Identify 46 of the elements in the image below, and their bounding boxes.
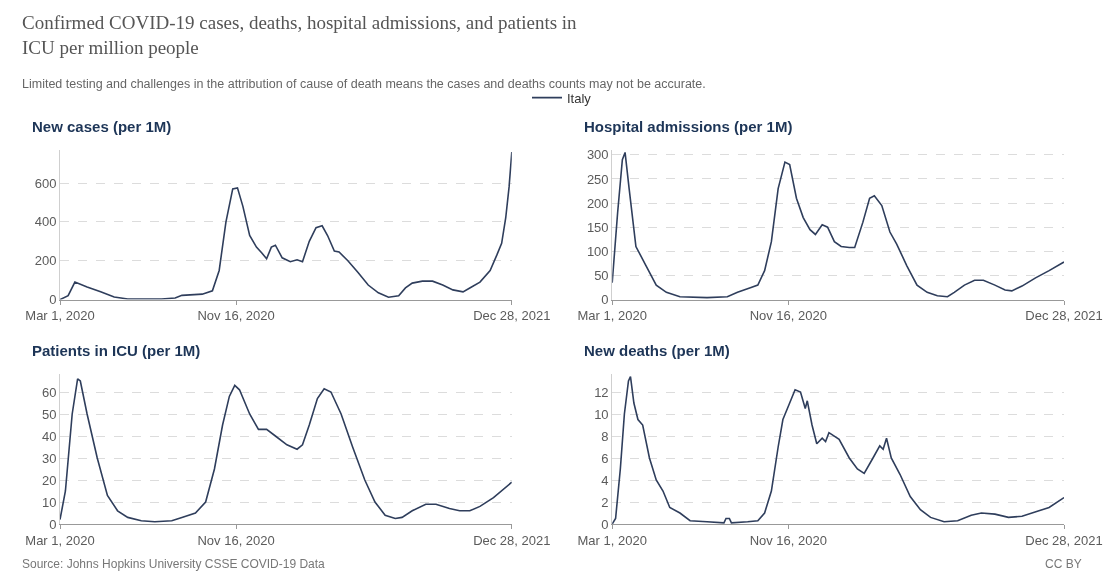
y-tick-label: 8 — [601, 428, 609, 444]
chart-title: New deaths (per 1M) — [584, 342, 730, 359]
y-tick-label: 6 — [601, 450, 609, 466]
y-tick-label: 10 — [41, 494, 57, 510]
x-tick-label: Dec 28, 2021 — [473, 532, 551, 548]
text: Limited testing and challenges in the attribution of cause of death means the cases and deaths counts may not be accurate. — [22, 77, 706, 91]
x-tick-label: Mar 1, 2020 — [577, 532, 647, 548]
y-tick-label: 0 — [49, 292, 57, 308]
y-tick-label: 40 — [41, 428, 57, 444]
y-tick-label: 400 — [34, 214, 57, 230]
x-tick-label: Nov 16, 2020 — [197, 308, 275, 324]
x-tick-label: Dec 28, 2021 — [1025, 308, 1103, 324]
y-tick-label: 200 — [586, 195, 609, 211]
x-tick-label: Mar 1, 2020 — [25, 532, 95, 548]
y-tick-label: 50 — [594, 268, 609, 284]
y-tick-label: 4 — [601, 472, 609, 488]
y-tick-label: 10 — [594, 406, 609, 422]
y-tick-label: 20 — [41, 472, 57, 488]
x-tick-label: Mar 1, 2020 — [25, 308, 95, 324]
legend-label: Italy — [567, 90, 592, 106]
y-tick-label: 100 — [586, 243, 609, 259]
y-tick-label: 600 — [34, 175, 57, 191]
y-tick-label: 50 — [41, 406, 57, 422]
y-tick-label: 0 — [49, 516, 57, 532]
chart-title: Patients in ICU (per 1M) — [32, 342, 201, 359]
source-note: Source: Johns Hopkins University CSSE COVID-19 Data — [22, 557, 326, 571]
y-tick-label: 12 — [594, 384, 609, 400]
y-tick-label: 200 — [34, 253, 57, 269]
y-tick-label: 300 — [586, 147, 609, 163]
y-tick-label: 2 — [601, 494, 609, 510]
chart-title: Hospital admissions (per 1M) — [584, 118, 793, 135]
x-tick-label: Nov 16, 2020 — [197, 532, 275, 548]
text: Confirmed COVID-19 cases, deaths, hospital admissions, and patients in ICU per million people — [22, 12, 578, 58]
y-tick-label: 250 — [586, 171, 609, 187]
x-tick-label: Nov 16, 2020 — [749, 532, 827, 548]
y-tick-label: 60 — [41, 384, 57, 400]
x-tick-label: Dec 28, 2021 — [1025, 532, 1103, 548]
y-tick-label: 150 — [586, 219, 609, 235]
x-tick-label: Dec 28, 2021 — [473, 308, 551, 324]
text: CC BY — [1045, 557, 1082, 571]
x-tick-label: Nov 16, 2020 — [749, 308, 827, 324]
y-tick-label: 30 — [41, 450, 57, 466]
y-tick-label: 0 — [601, 292, 609, 308]
chart-title: New cases (per 1M) — [32, 118, 172, 135]
y-tick-label: 0 — [601, 516, 609, 532]
x-tick-label: Mar 1, 2020 — [577, 308, 647, 324]
